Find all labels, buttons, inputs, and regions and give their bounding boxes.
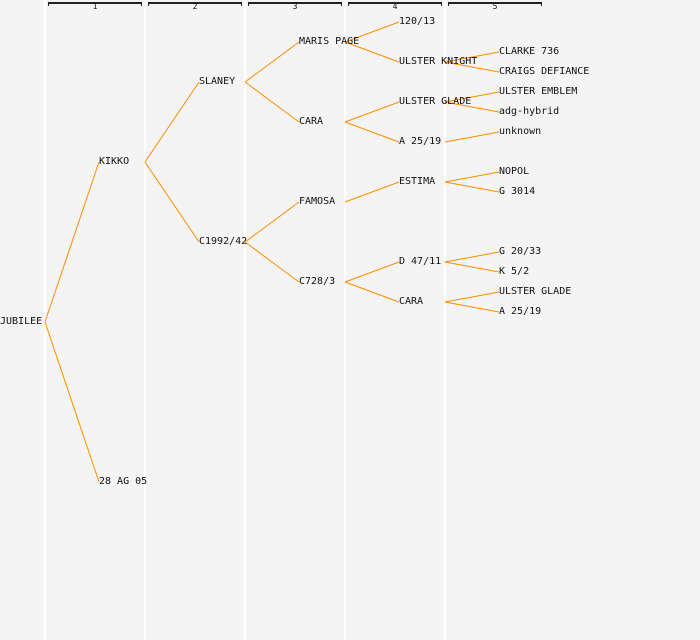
column-divider [44, 0, 46, 640]
parent-link [344, 101, 400, 123]
parent-link [444, 61, 500, 73]
pedigree-node[interactable]: A 25/19 [499, 306, 542, 317]
parent-link [244, 201, 300, 243]
pedigree-node[interactable]: CARA [399, 296, 424, 307]
column-divider [444, 0, 446, 640]
generation-bracket [48, 2, 142, 6]
pedigree-node[interactable]: K 5/2 [499, 266, 530, 277]
generation-number: 5 [492, 2, 498, 11]
pedigree-node[interactable]: MARIS PAGE [299, 36, 360, 47]
parent-link [444, 251, 500, 263]
generation-bracket [348, 2, 442, 6]
parent-link [344, 121, 400, 143]
pedigree-node[interactable]: ULSTER KNIGHT [399, 56, 478, 67]
parent-link [144, 81, 200, 163]
pedigree-node[interactable]: 120/13 [399, 16, 436, 27]
pedigree-node[interactable]: FAMOSA [299, 196, 336, 207]
pedigree-node[interactable]: D 47/11 [399, 256, 442, 267]
pedigree-node[interactable]: G 20/33 [499, 246, 542, 257]
parent-link [344, 281, 400, 303]
parent-link [444, 301, 500, 313]
pedigree-node[interactable]: adg-hybrid [499, 106, 560, 117]
parent-link [44, 161, 100, 323]
pedigree-node[interactable]: ESTIMA [399, 176, 436, 187]
generation-number: 4 [392, 2, 398, 11]
generation-number: 1 [92, 2, 98, 11]
generation-number: 2 [192, 2, 198, 11]
pedigree-node[interactable]: C728/3 [299, 276, 336, 287]
pedigree-node[interactable]: ULSTER EMBLEM [499, 86, 578, 97]
pedigree-node[interactable]: A 25/19 [399, 136, 442, 147]
pedigree-node[interactable]: unknown [499, 126, 542, 137]
parent-link [444, 181, 500, 193]
pedigree-node[interactable]: CLARKE 736 [499, 46, 560, 57]
parent-link [444, 171, 500, 183]
parent-link [444, 91, 500, 103]
pedigree-node[interactable]: NOPOL [499, 166, 530, 177]
parent-link [344, 181, 400, 203]
generation-number: 3 [292, 2, 298, 11]
root-node[interactable]: JUBILEE [0, 316, 43, 327]
parent-link [444, 101, 500, 113]
generation-bracket [248, 2, 342, 6]
parent-link [244, 81, 300, 123]
parent-link [244, 41, 300, 83]
parent-link [444, 131, 500, 143]
pedigree-node[interactable]: C1992/42 [199, 236, 248, 247]
column-divider [244, 0, 246, 640]
pedigree-node[interactable]: KIKKO [99, 156, 130, 167]
parent-link [44, 321, 100, 483]
pedigree-node[interactable]: SLANEY [199, 76, 236, 87]
pedigree-node[interactable]: 28 AG 05 [99, 476, 148, 487]
pedigree-node[interactable]: ULSTER GLADE [399, 96, 472, 107]
generation-bracket [448, 2, 542, 6]
pedigree-node[interactable]: CRAIGS DEFIANCE [499, 66, 590, 77]
parent-link [444, 261, 500, 273]
parent-link [344, 21, 400, 43]
generation-bracket [148, 2, 242, 6]
parent-link [444, 291, 500, 303]
parent-link [344, 261, 400, 283]
pedigree-node[interactable]: G 3014 [499, 186, 536, 197]
parent-link [344, 41, 400, 63]
pedigree-node[interactable]: CARA [299, 116, 324, 127]
parent-link [144, 161, 200, 243]
column-divider [144, 0, 146, 640]
parent-link [444, 51, 500, 63]
pedigree-node[interactable]: ULSTER GLADE [499, 286, 572, 297]
column-divider [344, 0, 346, 640]
parent-link [244, 241, 300, 283]
